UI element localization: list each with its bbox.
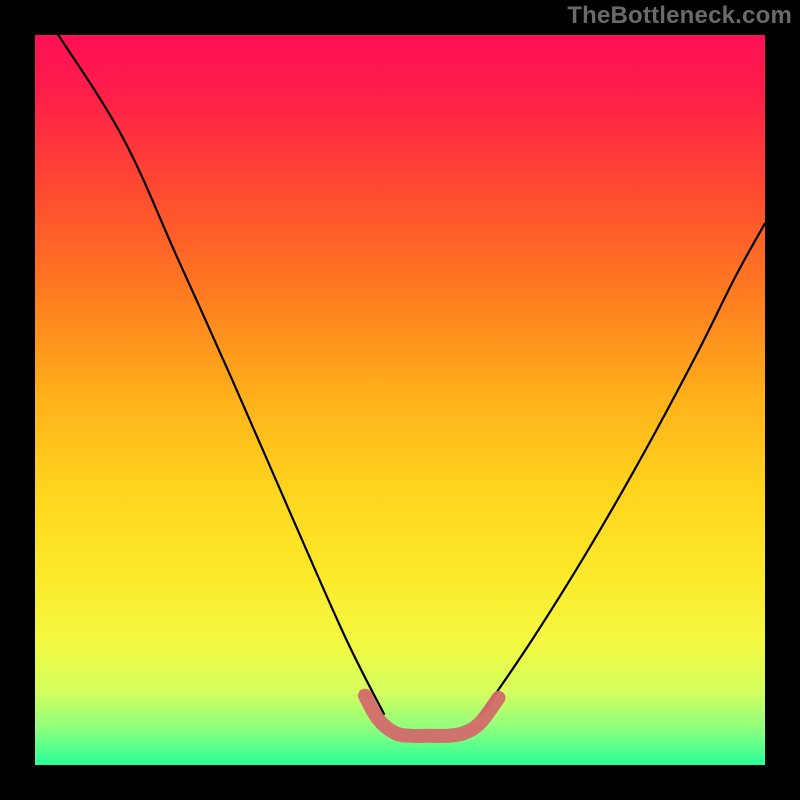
bottleneck-chart xyxy=(0,0,800,800)
watermark-text: TheBottleneck.com xyxy=(567,2,792,30)
chart-container: TheBottleneck.com xyxy=(0,0,800,800)
gradient-background xyxy=(35,35,765,765)
